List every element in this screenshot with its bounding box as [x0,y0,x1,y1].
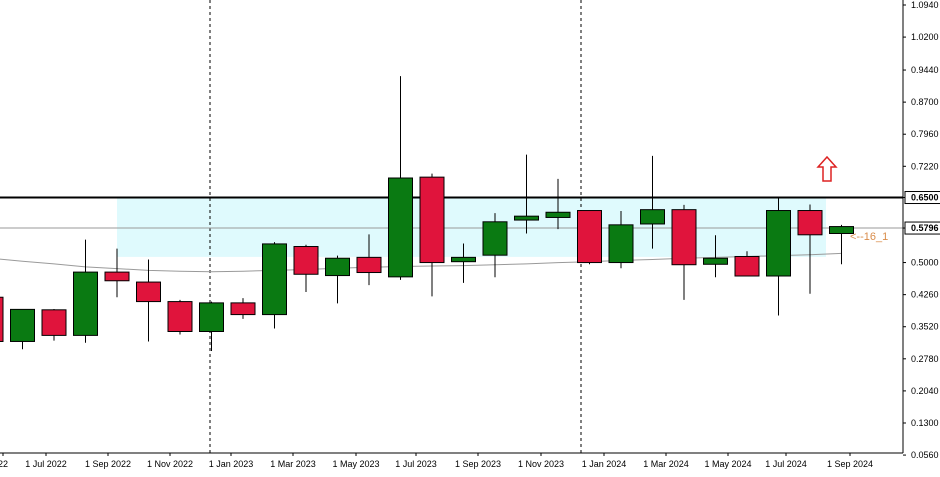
candle-bullish [388,177,413,278]
candle-bullish [766,210,791,277]
candle-bearish [356,256,382,274]
x-tick-label: 1 Jan 2023 [209,459,254,469]
y-tick-label: 0.7220 [911,161,939,171]
candle-bullish [10,308,35,342]
x-tick-label: 1 Mar 2023 [270,459,316,469]
y-tick-label: 0.2040 [911,386,939,396]
candle-bullish [73,271,98,336]
x-tick-label: 1 Mar 2024 [643,459,689,469]
y-tick-label: 1.0940 [911,0,939,10]
x-tick-label: 1 Nov 2023 [518,459,564,469]
candle-bearish [41,309,67,336]
candle-bearish [797,210,823,236]
candle-bullish [262,243,287,316]
x-tick-label: 1 Sep 2022 [85,459,131,469]
candle-bearish [104,271,130,282]
candle-bearish [230,302,256,316]
x-tick-label: 1 Jul 2022 [25,459,67,469]
candle-bullish [482,221,508,256]
moving-average-line [0,252,842,273]
y-tick-label: 0.5000 [911,258,939,268]
y-tick-label: 0.2780 [911,354,939,364]
y-tick-label: 0.1300 [911,418,939,428]
candle-bullish [325,257,350,277]
x-tick-label: 22 [0,459,8,469]
candle-bearish [419,176,445,264]
x-tick-label: 1 Nov 2022 [147,459,193,469]
y-tick-label: 0.9440 [911,65,939,75]
candle-bullish [829,226,854,235]
y-tick-label: 1.0200 [911,32,939,42]
x-tick-label: 1 Jan 2024 [582,459,627,469]
y-tick-label: 0.4260 [911,290,939,300]
arrow-up-icon [816,155,838,182]
y-tick-label: 0.8700 [911,97,939,107]
candle-bearish [293,246,319,275]
x-tick-label: 1 Jul 2023 [395,459,437,469]
price-label-box [904,221,940,235]
candle-bearish [167,301,193,332]
candle-bullish [514,215,539,221]
annotation-label: <--16_1 [850,231,888,243]
x-tick-label: 1 May 2023 [332,459,379,469]
candle-bearish [136,281,161,303]
y-tick-label: 0.6500 [911,193,939,203]
y-tick-label: 0.0560 [911,450,939,460]
x-tick-label: 1 May 2024 [704,459,751,469]
y-tick-label: 0.5796 [911,223,939,233]
candle-bearish [577,210,602,264]
x-tick-label: 1 Jul 2024 [765,459,807,469]
candle-bullish [608,224,634,264]
candle-bullish [703,257,728,265]
x-tick-label: 1 Sep 2023 [455,459,501,469]
candle-bullish [199,302,224,332]
candle-bearish [0,296,4,342]
y-tick-label: 0.7960 [911,129,939,139]
candle-bullish [451,256,476,263]
candle-bearish [671,209,697,266]
y-tick-label: 0.3520 [911,322,939,332]
candle-bearish [734,255,760,277]
candle-bullish [640,209,665,225]
price-label-box [904,191,940,205]
support-resistance-zone [117,197,826,257]
x-tick-label: 1 Sep 2024 [827,459,873,469]
candle-bullish [545,211,571,218]
